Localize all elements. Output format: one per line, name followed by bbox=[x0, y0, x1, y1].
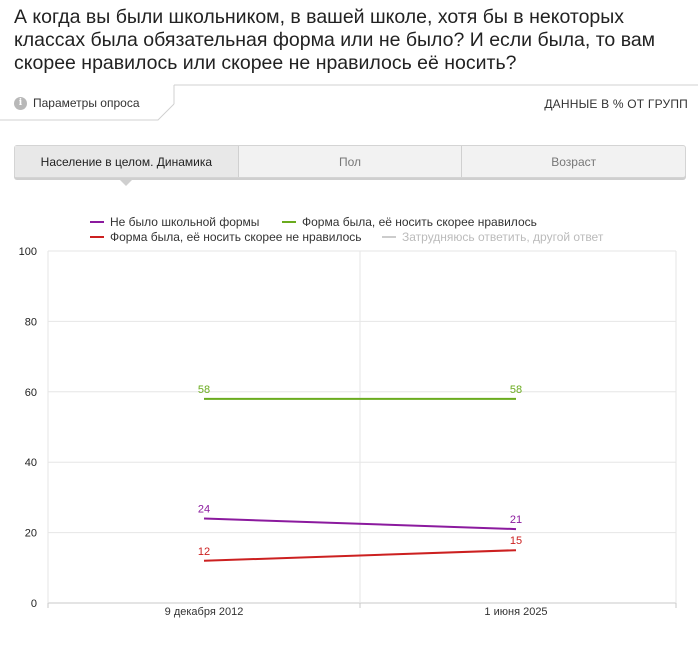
series-line bbox=[203, 549, 517, 562]
y-tick-label: 40 bbox=[25, 457, 37, 469]
legend-item-liked[interactable]: Форма была, её носить скорее нравилось bbox=[282, 215, 537, 229]
data-label: 21 bbox=[510, 514, 522, 526]
data-label: 15 bbox=[510, 535, 522, 547]
data-label: 24 bbox=[198, 504, 210, 516]
legend-swatch bbox=[90, 221, 104, 223]
data-label: 58 bbox=[510, 384, 522, 396]
y-tick-label: 20 bbox=[25, 528, 37, 540]
info-icon: i bbox=[14, 96, 27, 110]
survey-meta-bar: i Параметры опроса ДАННЫЕ В % ОТ ГРУПП bbox=[0, 84, 698, 124]
survey-params-label: Параметры опроса bbox=[33, 96, 140, 110]
survey-params-link[interactable]: i Параметры опроса bbox=[14, 96, 140, 110]
y-tick-label: 100 bbox=[19, 246, 37, 258]
y-tick-label: 60 bbox=[25, 387, 37, 399]
series-line bbox=[203, 517, 517, 531]
legend-label: Форма была, её носить скорее нравилось bbox=[302, 215, 537, 229]
y-tick-label: 80 bbox=[25, 316, 37, 328]
legend-item-disliked[interactable]: Форма была, её носить скорее не нравилос… bbox=[90, 230, 362, 244]
x-tick-label: 9 декабря 2012 bbox=[165, 606, 244, 618]
legend-swatch bbox=[382, 236, 396, 238]
data-units-label: ДАННЫЕ В % ОТ ГРУПП bbox=[544, 97, 688, 111]
legend-swatch bbox=[282, 221, 296, 223]
meta-divider-notch bbox=[0, 84, 698, 121]
legend-item-undecided[interactable]: Затрудняюсь ответить, другой ответ bbox=[382, 230, 603, 244]
question-title: А когда вы были школьником, в вашей школ… bbox=[14, 6, 656, 74]
tab-age[interactable]: Возраст bbox=[551, 154, 597, 169]
legend-label: Не было школьной формы bbox=[110, 215, 260, 229]
tab-bar: Население в целом. Динамика Пол Возраст bbox=[14, 145, 686, 178]
chart-panel bbox=[14, 204, 686, 652]
legend-label: Форма была, её носить скорее не нравилос… bbox=[110, 230, 362, 244]
tab-gender[interactable]: Пол bbox=[239, 146, 463, 177]
active-tab-pointer bbox=[118, 178, 134, 186]
tab-population-dynamics[interactable]: Население в целом. Динамика bbox=[15, 146, 239, 177]
legend-label: Затрудняюсь ответить, другой ответ bbox=[402, 230, 604, 244]
legend-item-no-uniform[interactable]: Не было школьной формы bbox=[90, 215, 259, 229]
legend-swatch bbox=[90, 236, 104, 238]
data-label: 58 bbox=[198, 384, 210, 396]
x-tick-label: 1 июня 2025 bbox=[484, 606, 547, 618]
data-label: 12 bbox=[198, 546, 210, 558]
y-tick-label: 0 bbox=[31, 598, 37, 610]
